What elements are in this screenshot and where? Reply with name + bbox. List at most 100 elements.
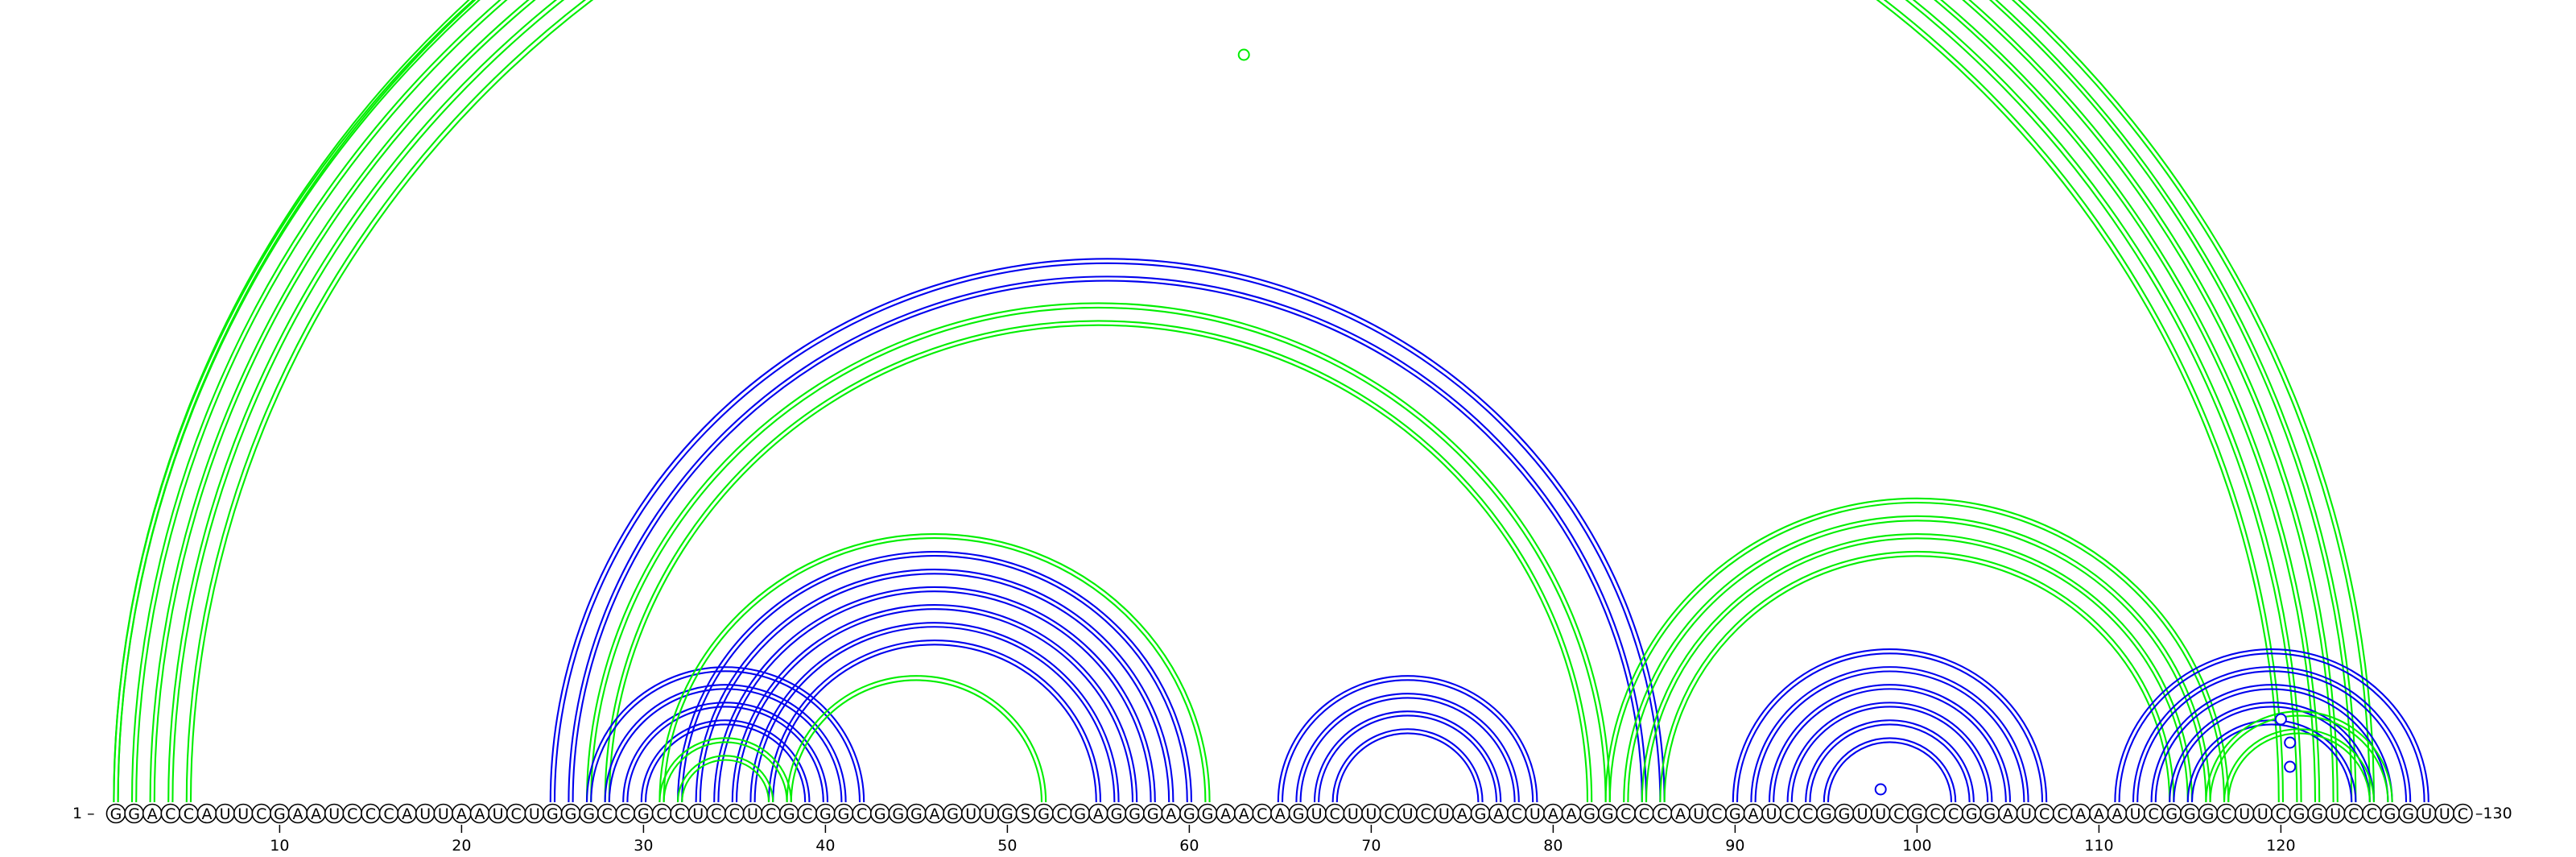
nucleotide-57: G xyxy=(1125,803,1145,824)
arc-apex-marker xyxy=(2274,713,2287,726)
nucleotide-letter: C xyxy=(2276,805,2286,823)
nucleotide-letter: U xyxy=(328,805,340,823)
base-pair-arc-31-38 xyxy=(658,737,792,803)
nucleotide-64: C xyxy=(1252,803,1273,824)
base-pair-arc-112-127 xyxy=(2136,670,2408,803)
nucleotide-letter: C xyxy=(2058,805,2068,823)
base-pair-arc-83-117 xyxy=(1604,497,2230,803)
nucleotide-letter: A xyxy=(1493,805,1504,823)
base-pair-arc-38-52 xyxy=(790,679,1043,803)
nucleotide-letter: G xyxy=(128,805,140,823)
base-pair-arc-4-121 xyxy=(167,0,2302,803)
base-pair-arc-31-61 xyxy=(658,532,1211,803)
nucleotide-letter: C xyxy=(2149,805,2159,823)
nucleotide-45: G xyxy=(906,803,927,824)
nucleotide-128: U xyxy=(2416,803,2437,824)
nucleotide-letter: A xyxy=(1239,805,1249,823)
base-pair-arc-33-59 xyxy=(699,573,1170,803)
base-pair-arc-114-125 xyxy=(2169,702,2376,803)
nucleotide-18: U xyxy=(415,803,436,824)
base-pair-arc-83-117 xyxy=(1608,501,2226,803)
base-pair-arc-30-39 xyxy=(640,719,811,803)
nucleotide-81: A xyxy=(1561,803,1582,824)
nucleotide-25: G xyxy=(543,803,563,824)
base-pair-arc-93-104 xyxy=(1790,706,1989,803)
nucleotide-letter: C xyxy=(2039,805,2050,823)
nucleotide-17: A xyxy=(397,803,417,824)
nucleotide-letter: G xyxy=(1583,805,1596,823)
base-pair-arc-1-124 xyxy=(117,0,2353,803)
nucleotide-letter: G xyxy=(838,805,850,823)
axis-tick-label: 70 xyxy=(1361,837,1381,855)
nucleotide-circle xyxy=(2453,803,2473,824)
base-pair-arc-31-61 xyxy=(663,537,1207,803)
nucleotide-49: U xyxy=(979,803,1000,824)
nucleotide-3: A xyxy=(142,803,163,824)
base-pair-arc-1-124 xyxy=(113,0,2357,803)
nucleotide-63: A xyxy=(1233,803,1254,824)
nucleotide-letter: C xyxy=(729,805,740,823)
nucleotide-letter: G xyxy=(1602,805,1614,823)
nucleotide-letter: U xyxy=(237,805,249,823)
nucleotide-letter: G xyxy=(2311,805,2323,823)
base-pair-arc-113-126 xyxy=(2150,684,2393,803)
nucleotide-letter: G xyxy=(2293,805,2306,823)
base-pair-arc-38-52 xyxy=(786,675,1047,803)
nucleotide-107: C xyxy=(2034,803,2054,824)
axis-tick-label: 60 xyxy=(1179,837,1199,855)
nucleotide-letter: U xyxy=(1439,805,1450,823)
nucleotide-16: C xyxy=(378,803,399,824)
markers-layer xyxy=(1237,48,2297,796)
base-pair-arc-85-115 xyxy=(1641,532,2194,803)
nucleotide-letter: U xyxy=(965,805,976,823)
nucleotide-letter: G xyxy=(874,805,886,823)
base-pair-arc-66-78 xyxy=(1299,697,1516,803)
position-axis: 10 20 30 40 50 60 70 80 90 100 110 120 xyxy=(270,825,2296,855)
nucleotide-letter: U xyxy=(2021,805,2032,823)
nucleotide-22: U xyxy=(488,803,508,824)
nucleotide-13: U xyxy=(324,803,345,824)
nucleotide-69: U xyxy=(1343,803,1364,824)
nucleotide-94: C xyxy=(1798,803,1818,824)
axis-tick-label: 40 xyxy=(815,837,835,855)
nucleotide-letter: C xyxy=(1785,805,1795,823)
nucleotide-108: C xyxy=(2052,803,2073,824)
base-pair-arc-5-120 xyxy=(189,0,2280,803)
nucleotide-letter: C xyxy=(1802,805,1813,823)
nucleotide-letter: C xyxy=(1257,805,1267,823)
nucleotide-106: U xyxy=(2016,803,2037,824)
nucleotide-5: C xyxy=(179,803,199,824)
nucleotide-letter: G xyxy=(2202,805,2215,823)
nucleotide-letter: C xyxy=(675,805,685,823)
start-position-label: 1 – xyxy=(72,805,95,822)
nucleotide-92: U xyxy=(1761,803,1781,824)
nucleotide-116: G xyxy=(2198,803,2219,824)
nucleotide-letter: C xyxy=(766,805,776,823)
nucleotide-letter: A xyxy=(202,805,213,823)
base-pair-arc-32-37 xyxy=(676,755,774,803)
base-pair-arc-25-86 xyxy=(549,258,1666,803)
base-pair-arc-95-102 xyxy=(1827,741,1953,803)
base-pair-arc-90-107 xyxy=(1732,648,2048,803)
base-pair-arc-27-42 xyxy=(585,666,865,803)
nucleotide-32: C xyxy=(670,803,690,824)
nucleotide-letter: G xyxy=(1129,805,1141,823)
nucleotide-letter: A xyxy=(402,805,412,823)
base-pair-arc-32-60 xyxy=(681,555,1188,803)
base-pair-arc-84-116 xyxy=(1623,515,2211,803)
base-pair-arc-37-55 xyxy=(767,640,1102,803)
nucleotide-letter: G xyxy=(565,805,577,823)
nucleotide-letter: C xyxy=(656,805,667,823)
nucleotide-70: U xyxy=(1361,803,1381,824)
axis-tick-label: 90 xyxy=(1725,837,1744,855)
nucleotide-letter: A xyxy=(1220,805,1231,823)
nucleotide-letter: G xyxy=(2165,805,2178,823)
nucleotide-letter: C xyxy=(511,805,522,823)
nucleotide-130: C xyxy=(2453,803,2473,824)
nucleotide-letter: C xyxy=(383,805,394,823)
nucleotide-letter: G xyxy=(2402,805,2414,823)
nucleotide-letter: U xyxy=(1766,805,1777,823)
base-pair-arc-65-79 xyxy=(1281,679,1534,803)
nucleotide-letter: G xyxy=(910,805,923,823)
